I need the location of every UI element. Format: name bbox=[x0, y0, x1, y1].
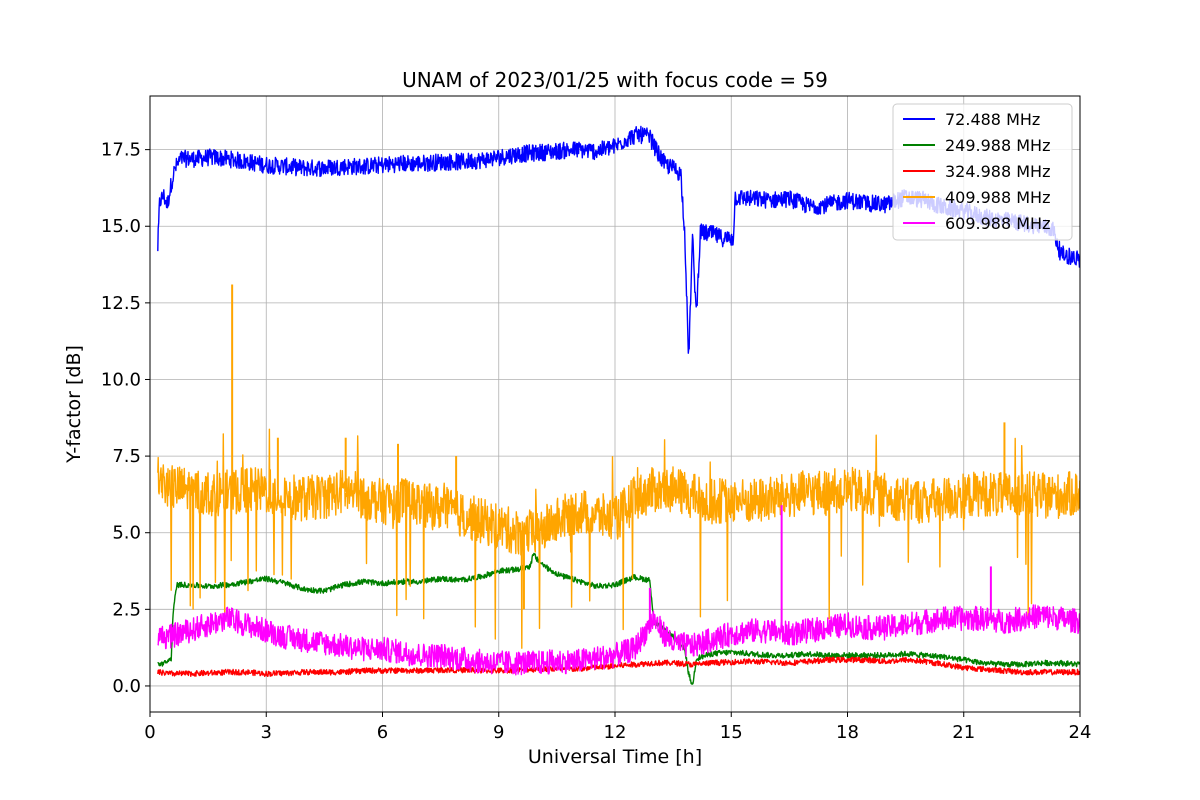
x-axis-label: Universal Time [h] bbox=[528, 746, 702, 768]
y-tick-label: 12.5 bbox=[101, 293, 141, 314]
x-tick-label: 9 bbox=[493, 722, 504, 743]
y-tick-label: 17.5 bbox=[101, 140, 141, 161]
x-tick-label: 18 bbox=[836, 722, 859, 743]
legend-entry: 609.988 MHz bbox=[945, 214, 1050, 233]
y-axis-label: Y-factor [dB] bbox=[63, 345, 85, 464]
x-tick-label: 21 bbox=[952, 722, 975, 743]
y-tick-label: 5.0 bbox=[112, 523, 141, 544]
y-tick-label: 2.5 bbox=[112, 599, 141, 620]
legend-box bbox=[892, 103, 1073, 241]
x-tick-label: 3 bbox=[261, 722, 272, 743]
legend-entry: 409.988 MHz bbox=[945, 188, 1050, 207]
series-line bbox=[157, 604, 1081, 676]
series-layer bbox=[157, 125, 1081, 685]
y-tick-label: 15.0 bbox=[101, 216, 141, 237]
y-tick-label: 7.5 bbox=[112, 446, 141, 467]
legend-entry: 249.988 MHz bbox=[945, 136, 1050, 155]
x-tick-label: 24 bbox=[1069, 722, 1092, 743]
chart-title: UNAM of 2023/01/25 with focus code = 59 bbox=[402, 68, 828, 92]
x-tick-label: 0 bbox=[144, 722, 155, 743]
y-tick-label: 10.0 bbox=[101, 369, 141, 390]
series-line bbox=[157, 552, 1081, 685]
x-tick-label: 6 bbox=[377, 722, 388, 743]
y-tick-label: 0.0 bbox=[112, 676, 141, 697]
axis-ticks: 0 3 6 9 12 15 18 21 24 0.0 2.5 5.0 7.5 10.0 12.5 15.0 17… bbox=[101, 140, 1092, 743]
legend-entry: 324.988 MHz bbox=[945, 162, 1050, 181]
legend-entry: 72.488 MHz bbox=[945, 110, 1040, 129]
series-line bbox=[157, 428, 1081, 649]
legend: 72.488 MHz 249.988 MHz 324.988 MHz 409.9… bbox=[892, 103, 1073, 241]
x-tick-label: 12 bbox=[604, 722, 627, 743]
x-tick-label: 15 bbox=[720, 722, 743, 743]
